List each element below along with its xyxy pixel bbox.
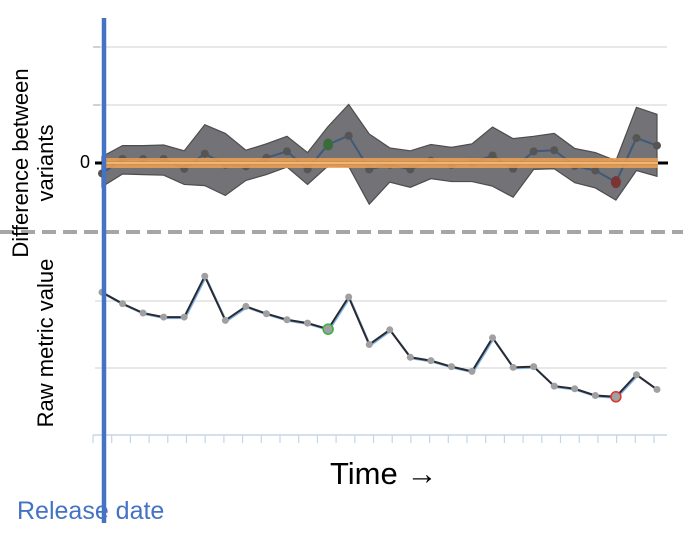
raw-metric-point	[468, 367, 476, 375]
y-axis-label-top: Difference between variants	[8, 68, 58, 258]
raw-metric-point	[591, 391, 599, 399]
highlight-point-bottom	[322, 323, 334, 335]
raw-metric-point	[427, 357, 435, 365]
difference-point	[200, 149, 209, 158]
raw-metric-point	[447, 363, 455, 371]
difference-point	[591, 166, 600, 175]
raw-metric-point	[345, 293, 353, 301]
difference-point	[632, 134, 641, 143]
raw-metric-point	[139, 309, 147, 317]
difference-point	[550, 146, 559, 155]
raw-metric-point	[571, 385, 579, 393]
raw-metric-point	[160, 313, 168, 321]
y-axis-label-bottom: Raw metric value	[33, 258, 58, 428]
raw-metric-point	[509, 363, 517, 371]
raw-metric-point	[632, 371, 640, 379]
highlight-point-top	[610, 176, 621, 189]
release-date-label: Release date	[17, 497, 165, 525]
raw-metric-point	[365, 341, 373, 349]
raw-metric-point	[201, 272, 209, 280]
difference-point	[529, 147, 538, 156]
raw-metric-point	[489, 334, 497, 342]
raw-metric-point	[242, 302, 250, 310]
raw-metric-line	[101, 273, 658, 398]
raw-metric-point	[304, 319, 312, 327]
raw-metric-point	[180, 313, 188, 321]
raw-metric-point	[406, 353, 414, 361]
raw-metric-point	[653, 385, 661, 393]
raw-metric-point	[386, 326, 394, 334]
highlight-point-bottom	[610, 391, 622, 403]
raw-metric-point	[221, 316, 229, 324]
raw-metric-point	[119, 300, 127, 308]
y-tick-zero: 0	[80, 152, 91, 172]
raw-metric-point	[262, 310, 270, 318]
difference-point	[283, 147, 291, 156]
raw-metric-point	[530, 363, 538, 371]
difference-point	[653, 141, 661, 150]
raw-metric-point	[550, 382, 558, 390]
difference-point	[488, 151, 497, 160]
confidence-band	[101, 103, 658, 206]
highlight-point-top	[323, 138, 334, 151]
raw-metric-point	[283, 316, 291, 324]
x-axis-label: Time →	[330, 456, 438, 491]
difference-point	[344, 131, 353, 140]
